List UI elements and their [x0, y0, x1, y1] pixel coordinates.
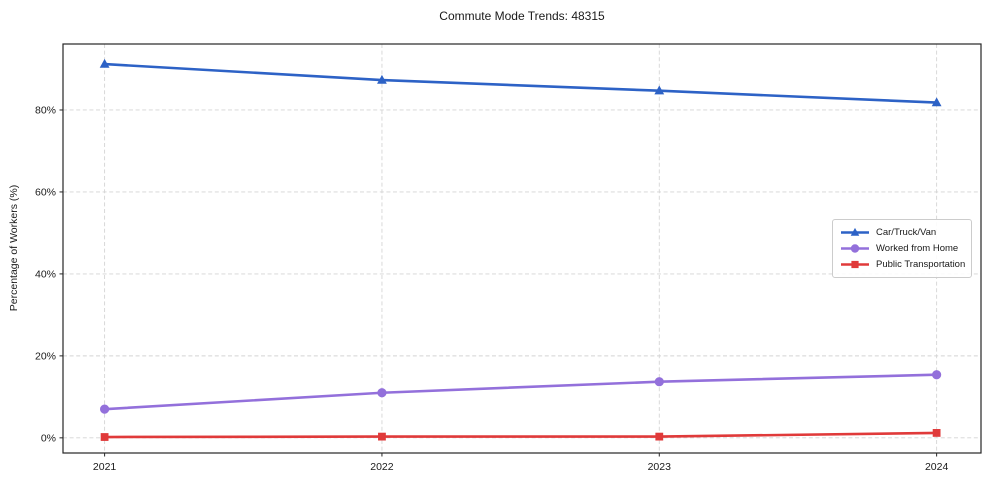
- square-marker-icon: [851, 260, 859, 269]
- square-marker: [932, 429, 941, 437]
- series-car-truck-van: [99, 58, 942, 107]
- legend-entry-public-transportation: Public Transportation: [840, 258, 966, 271]
- y-tick-label: 20%: [35, 350, 56, 362]
- triangle-marker: [377, 74, 387, 84]
- circle-marker-icon: [850, 244, 860, 253]
- square-marker: [100, 433, 109, 441]
- triangle-marker: [654, 85, 665, 95]
- legend: Car/Truck/Van Worked from Home Public Tr…: [832, 219, 972, 278]
- y-tick-label: 40%: [35, 268, 56, 280]
- circle-marker: [932, 370, 942, 380]
- legend-line-circle-icon: [841, 244, 869, 253]
- triangle-marker: [99, 58, 110, 68]
- legend-entry-car-truck-van: Car/Truck/Van: [840, 226, 964, 239]
- square-marker: [378, 432, 386, 441]
- x-tick-label: 2021: [93, 461, 117, 473]
- series-line: [103, 62, 938, 104]
- ticks: 2021 2022 2023 2024 0% 20% 40% 60% 80%: [35, 104, 948, 473]
- y-tick-label: 80%: [35, 104, 56, 116]
- x-tick-label: 2024: [925, 461, 949, 473]
- x-tick-label: 2022: [370, 461, 394, 473]
- legend-line-square-icon: [841, 260, 869, 269]
- legend-label: Public Transportation: [876, 259, 966, 270]
- series-worked-from-home: [100, 370, 942, 414]
- series-public-transportation: [100, 429, 941, 441]
- circle-marker: [100, 404, 110, 414]
- chart-title: Commute Mode Trends: 48315: [439, 9, 605, 23]
- triangle-marker-icon: [850, 227, 860, 236]
- triangle-marker: [931, 97, 942, 107]
- series-line: [103, 373, 938, 411]
- y-tick-label: 0%: [41, 432, 56, 444]
- x-tick-label: 2023: [648, 461, 672, 473]
- legend-label: Car/Truck/Van: [876, 227, 937, 238]
- circle-marker: [654, 377, 664, 387]
- y-tick-label: 60%: [35, 186, 56, 198]
- legend-label: Worked from Home: [876, 243, 959, 254]
- axes-spines: [62, 43, 982, 454]
- square-marker: [655, 432, 664, 441]
- legend-line-triangle-icon: [841, 227, 869, 236]
- legend-entry-worked-from-home: Worked from Home: [840, 242, 964, 255]
- series-line: [103, 431, 938, 439]
- circle-marker: [377, 388, 387, 398]
